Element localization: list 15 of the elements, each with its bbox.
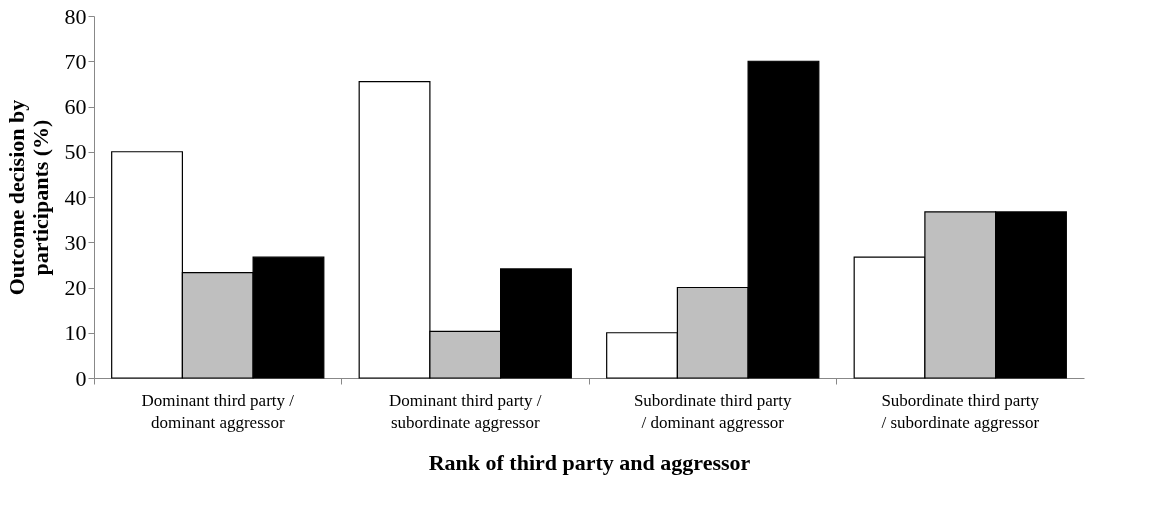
x-tick-label: Subordinate third party / subordinate aggressor: [881, 390, 1040, 432]
y-tick-label: 80: [64, 3, 87, 29]
y-tick-label: 40: [64, 184, 87, 210]
y-tick-label: 0: [75, 365, 87, 391]
y-tick-label: 50: [64, 139, 87, 165]
y-tick-label: 70: [64, 48, 87, 74]
x-tick-label: Subordinate third party / dominant aggressor: [633, 390, 793, 432]
y-tick-label: 30: [64, 229, 87, 255]
x-tick-label: Dominant third party / dominant aggressor: [141, 390, 295, 432]
x-tick-label: Dominant third party / subordinate aggressor: [388, 390, 542, 432]
y-axis-title: Outcome decision by participants (%): [3, 99, 53, 296]
y-tick-label: 60: [64, 94, 87, 119]
y-tick-label: 20: [64, 275, 87, 300]
x-axis-title: Rank of third party and aggressor: [428, 449, 751, 475]
y-tick-label: 10: [64, 320, 87, 346]
